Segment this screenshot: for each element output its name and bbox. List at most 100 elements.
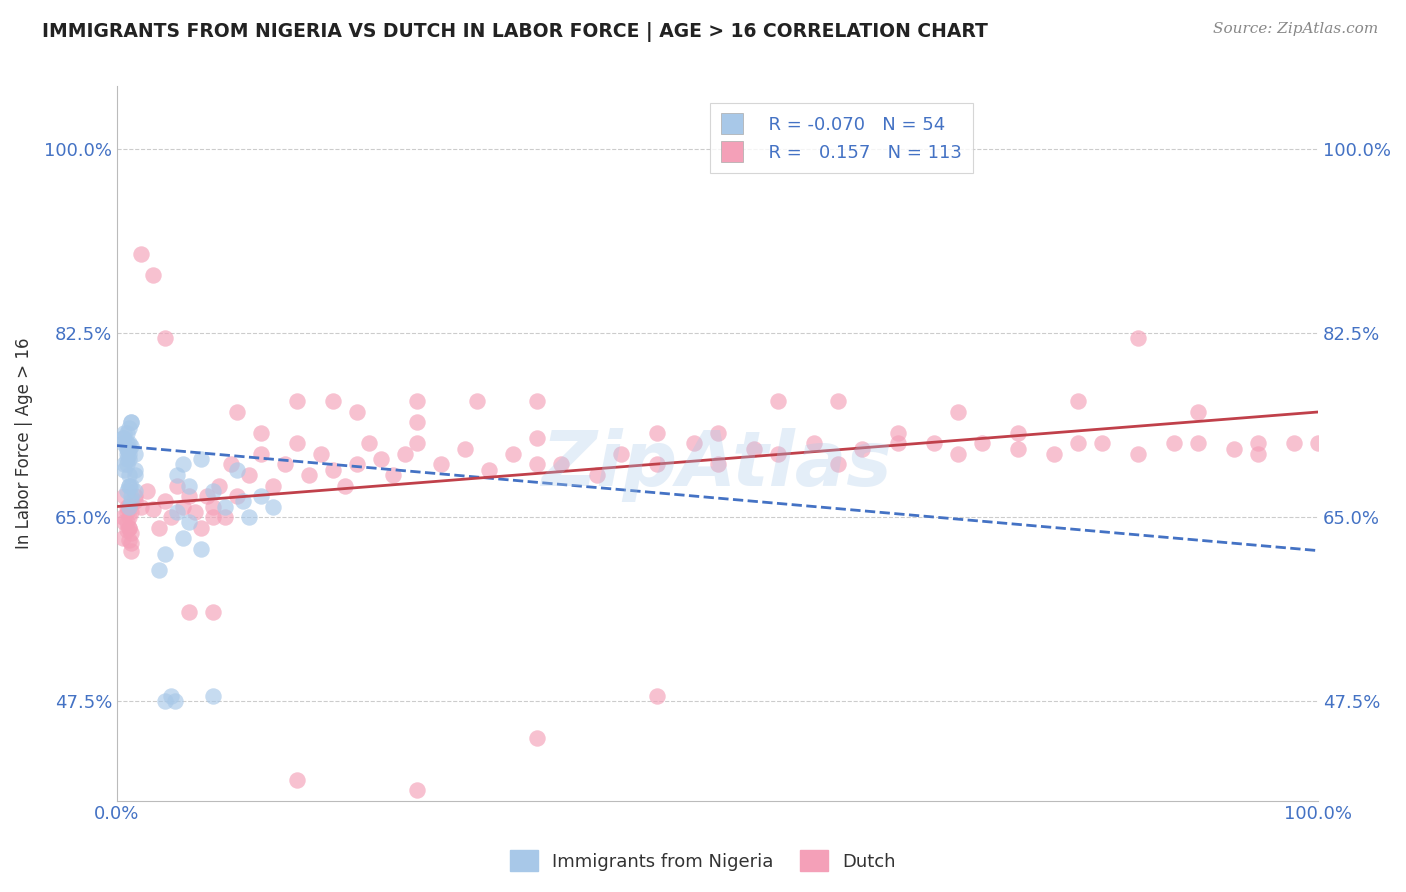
Point [706, 458, 728, 472]
Point [226, 489, 249, 503]
Point [120, 478, 142, 492]
Point [766, 447, 789, 461]
Point [115, 447, 138, 461]
Point [970, 436, 993, 450]
Point [202, 483, 225, 498]
Point [922, 436, 945, 450]
Point [166, 478, 188, 492]
Point [172, 458, 194, 472]
Point [184, 505, 207, 519]
Point [129, 500, 152, 514]
Point [166, 468, 188, 483]
Point [526, 458, 548, 472]
Point [120, 494, 142, 508]
Point [250, 489, 273, 503]
Point [202, 500, 225, 514]
Point [118, 421, 141, 435]
Point [550, 458, 572, 472]
Point [190, 520, 212, 534]
Point [153, 694, 176, 708]
Point [118, 500, 141, 514]
Point [124, 489, 146, 503]
Point [115, 452, 138, 467]
Point [118, 447, 141, 461]
Point [1126, 331, 1149, 345]
Point [214, 510, 236, 524]
Point [526, 431, 548, 445]
Text: ZipAtlas: ZipAtlas [543, 428, 893, 502]
Point [118, 468, 141, 483]
Point [124, 447, 146, 461]
Point [148, 562, 170, 576]
Point [118, 520, 141, 534]
Point [118, 452, 141, 467]
Point [166, 505, 188, 519]
Point [112, 516, 135, 530]
Point [803, 436, 825, 450]
Point [851, 442, 873, 456]
Point [115, 500, 138, 514]
Point [118, 436, 141, 450]
Point [946, 447, 969, 461]
Point [406, 416, 429, 430]
Point [172, 531, 194, 545]
Point [202, 510, 225, 524]
Legend: Immigrants from Nigeria, Dutch: Immigrants from Nigeria, Dutch [503, 843, 903, 879]
Point [120, 505, 142, 519]
Point [177, 489, 200, 503]
Point [160, 689, 183, 703]
Point [285, 436, 308, 450]
Point [478, 463, 501, 477]
Point [112, 489, 135, 503]
Point [177, 605, 200, 619]
Point [190, 452, 212, 467]
Point [298, 468, 321, 483]
Point [1308, 436, 1330, 450]
Point [142, 501, 165, 516]
Point [262, 500, 284, 514]
Point [120, 439, 142, 453]
Point [111, 510, 134, 524]
Point [177, 516, 200, 530]
Point [115, 442, 138, 456]
Point [208, 478, 231, 492]
Point [142, 268, 165, 283]
Point [115, 483, 138, 498]
Point [647, 689, 669, 703]
Point [115, 516, 138, 530]
Point [172, 500, 194, 514]
Point [886, 425, 908, 440]
Point [124, 483, 146, 498]
Point [682, 436, 704, 450]
Point [112, 425, 135, 440]
Point [163, 694, 186, 708]
Point [647, 458, 669, 472]
Point [946, 405, 969, 419]
Point [120, 525, 142, 540]
Point [359, 436, 381, 450]
Point [118, 478, 141, 492]
Point [370, 452, 392, 467]
Point [124, 494, 146, 508]
Point [1282, 436, 1305, 450]
Point [120, 536, 142, 550]
Point [346, 458, 368, 472]
Point [112, 463, 135, 477]
Point [226, 405, 249, 419]
Point [226, 463, 249, 477]
Point [124, 463, 146, 477]
Point [118, 478, 141, 492]
Point [1043, 447, 1066, 461]
Point [177, 478, 200, 492]
Point [124, 468, 146, 483]
Point [335, 478, 357, 492]
Point [1223, 442, 1246, 456]
Point [1247, 436, 1270, 450]
Point [610, 447, 633, 461]
Point [153, 547, 176, 561]
Point [382, 468, 405, 483]
Point [309, 447, 332, 461]
Point [647, 425, 669, 440]
Point [1163, 436, 1185, 450]
Point [111, 436, 134, 450]
